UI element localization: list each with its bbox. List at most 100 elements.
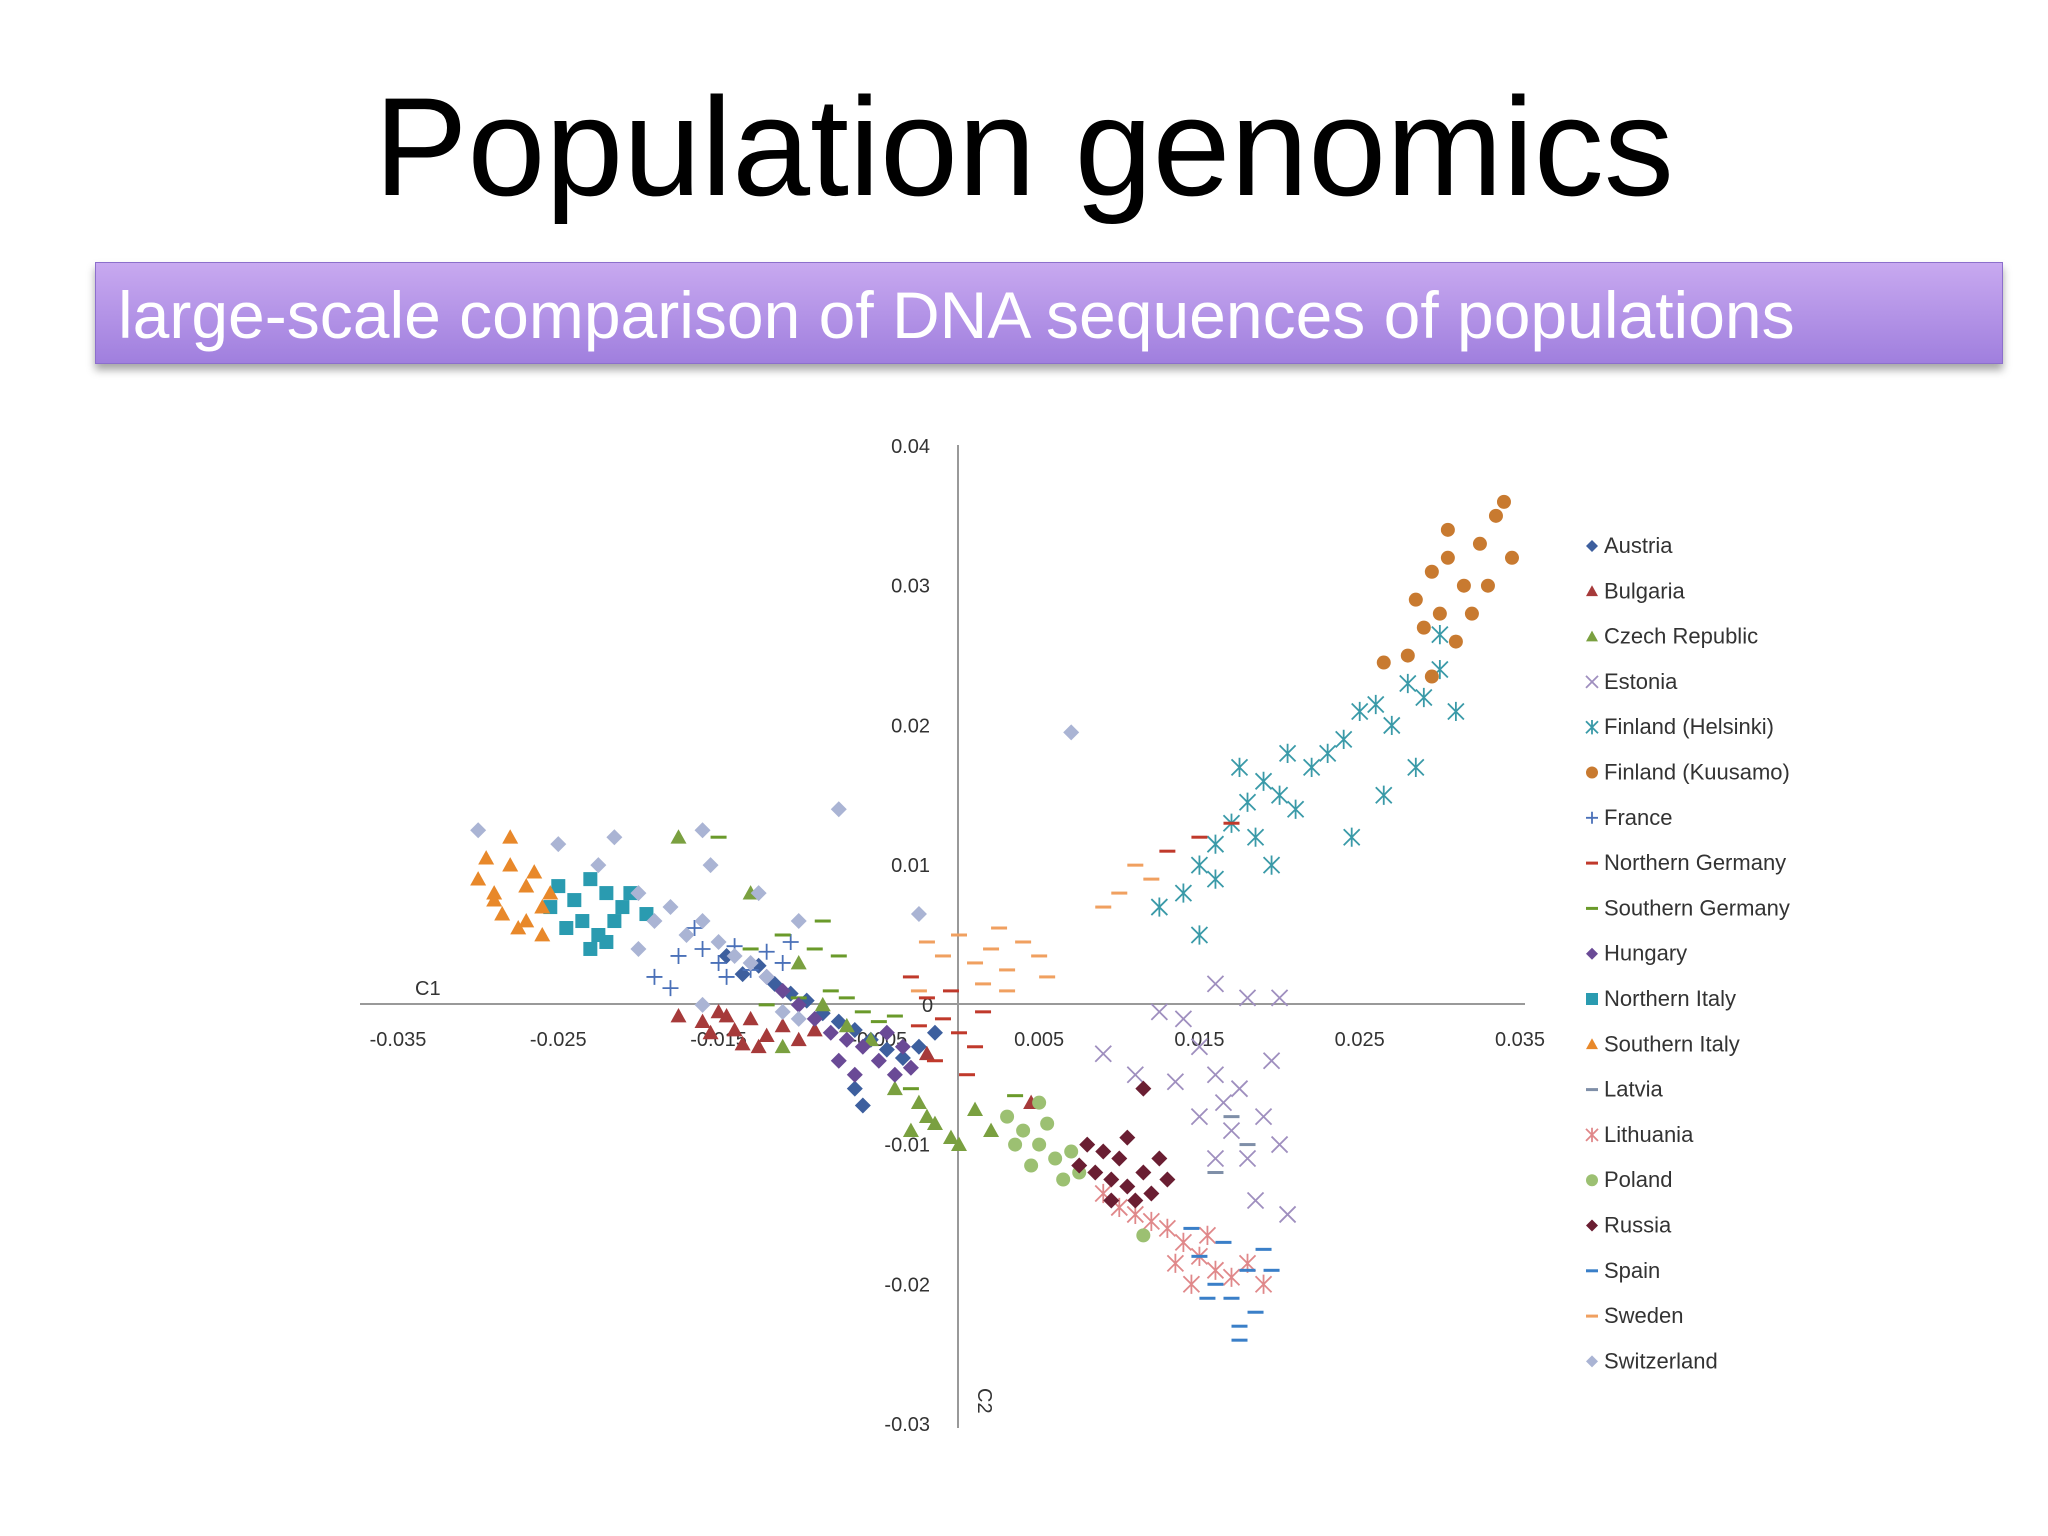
series-southern-italy [470, 829, 559, 942]
data-point [1246, 1191, 1265, 1210]
data-point [967, 961, 984, 965]
data-point [662, 899, 679, 916]
data-point [1472, 536, 1487, 551]
data-point [1048, 1151, 1063, 1166]
series-estonia [1094, 975, 1297, 1224]
data-point [830, 801, 847, 818]
data-point [1190, 1107, 1209, 1126]
data-point [1206, 975, 1225, 993]
data-point [838, 1031, 855, 1048]
data-point [822, 989, 839, 993]
data-point [774, 1017, 791, 1033]
data-point [1262, 855, 1281, 875]
data-point [1238, 792, 1257, 812]
data-point [862, 1031, 879, 1047]
data-point [1111, 891, 1128, 895]
data-point [710, 933, 727, 950]
data-point [1383, 715, 1401, 736]
data-point [1415, 687, 1433, 708]
series-bulgaria [670, 1003, 1040, 1110]
data-point [583, 941, 598, 956]
series-russia [1071, 1080, 1176, 1209]
data-point [1262, 1052, 1281, 1070]
data-point [478, 850, 495, 865]
data-point [1407, 757, 1425, 777]
data-point [1416, 620, 1431, 635]
data-point [774, 1038, 791, 1054]
data-point [1136, 1228, 1151, 1243]
data-point [1230, 1080, 1249, 1098]
data-point [1015, 940, 1032, 944]
data-point [1223, 821, 1240, 825]
data-point [1095, 1143, 1112, 1160]
data-point [886, 1014, 903, 1018]
data-point [662, 980, 679, 997]
data-point [702, 1024, 719, 1040]
data-point [1504, 550, 1519, 565]
data-point [1206, 869, 1225, 889]
data-point [814, 919, 831, 923]
data-point [670, 947, 687, 964]
data-point [1119, 1129, 1136, 1146]
data-point [678, 927, 695, 943]
data-point [878, 1024, 895, 1041]
x-tick-label: 0.035 [1495, 1029, 1545, 1051]
data-point [1174, 1232, 1193, 1252]
data-point [838, 996, 855, 1000]
y-tick-label: -0.03 [884, 1414, 930, 1436]
data-point [1424, 669, 1439, 684]
data-point [991, 926, 1008, 930]
data-point [567, 893, 582, 908]
legend-marker [1586, 811, 1598, 824]
data-point [1222, 1267, 1241, 1287]
data-point [1182, 1274, 1201, 1294]
data-point [1230, 757, 1249, 777]
y-tick-label: 0 [922, 995, 933, 1017]
data-point [550, 836, 567, 853]
data-point [694, 822, 711, 839]
data-point [1408, 592, 1423, 607]
data-point [750, 885, 767, 902]
data-point [951, 933, 967, 937]
data-point [1424, 564, 1439, 579]
data-point [1447, 701, 1465, 722]
data-point [1064, 1144, 1079, 1159]
data-point [758, 1027, 775, 1042]
legend-marker [1586, 540, 1598, 552]
data-point [951, 1031, 967, 1035]
data-point [894, 1038, 911, 1055]
legend-label: Sweden [1604, 1303, 1684, 1328]
legend-marker [1585, 675, 1599, 689]
data-point [1206, 1260, 1225, 1280]
data-point [1239, 1143, 1256, 1147]
data-point [1206, 1149, 1225, 1168]
data-point [623, 886, 638, 901]
legend-marker [1586, 1355, 1598, 1368]
data-point [710, 954, 727, 971]
data-point [918, 1045, 935, 1061]
chart-legend: Austria Bulgaria Czech Republic Estonia Finl… [1585, 533, 1790, 1373]
data-point [702, 857, 719, 874]
data-point [606, 829, 623, 846]
data-point [999, 989, 1016, 993]
data-point [575, 914, 590, 929]
legend-marker [1586, 1088, 1598, 1092]
data-point [806, 947, 823, 951]
data-point [559, 921, 574, 936]
legend-label: Switzerland [1604, 1348, 1718, 1373]
data-point [1270, 1135, 1289, 1154]
data-point [1159, 1171, 1176, 1188]
legend-label: Russia [1604, 1213, 1672, 1238]
data-point [830, 1052, 847, 1069]
data-point [1190, 925, 1209, 945]
data-point [870, 1020, 887, 1024]
legend-label: Lithuania [1604, 1122, 1694, 1147]
data-point [1214, 1094, 1233, 1112]
data-point [1351, 701, 1369, 722]
data-point [1111, 1150, 1128, 1167]
data-point [710, 835, 727, 839]
legend-marker [1586, 861, 1598, 865]
data-point [694, 996, 711, 1013]
data-point [1071, 1157, 1088, 1174]
series-switzerland [470, 724, 1080, 1027]
